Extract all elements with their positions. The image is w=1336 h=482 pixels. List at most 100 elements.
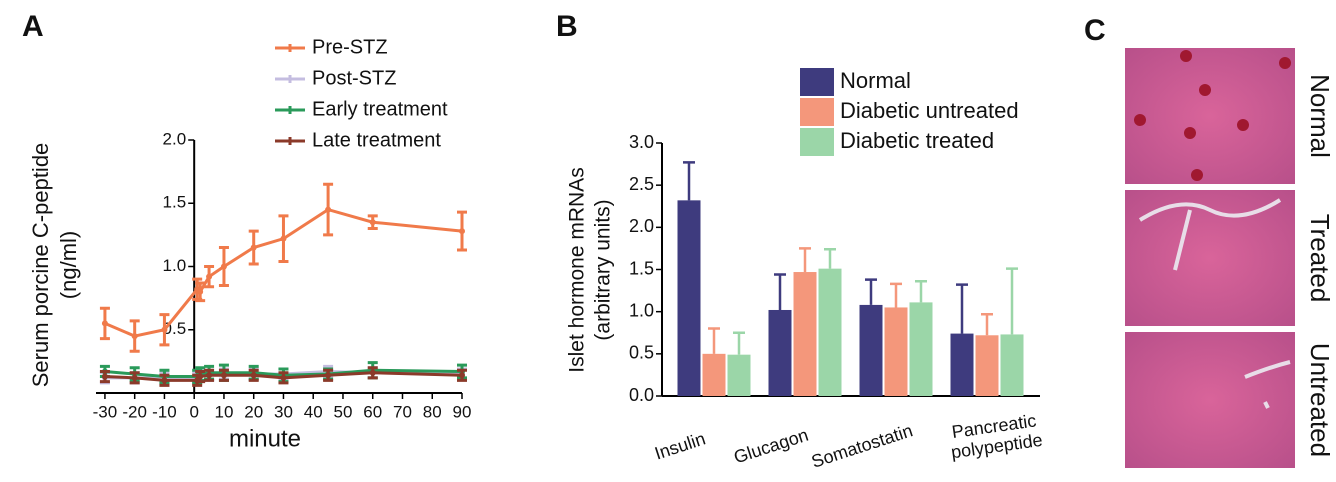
point [325,372,332,379]
error-bar [865,278,877,305]
histology-image [1125,48,1295,184]
y-tick-label: 1.0 [163,256,187,275]
error-bar [1006,267,1018,335]
islet [1134,114,1146,126]
y-axis-label: (arbitrary units) [592,199,615,340]
error-bar [683,161,695,201]
legend-label: Diabetic untreated [840,98,1019,123]
legend-label: Pre-STZ [312,36,388,58]
x-tick-label: 70 [393,402,412,421]
panel-label: C [1084,14,1106,47]
x-tick-label: -30 [93,402,118,421]
legend-label: Post-STZ [312,67,396,89]
legend-swatch [800,128,834,156]
point [220,263,227,270]
y-tick-label: 2.5 [629,174,654,194]
point [206,372,213,379]
y-axis-label: Serum porcine C-peptide [28,143,53,388]
error-bar [981,312,993,336]
bar [950,333,974,396]
bar [975,335,999,396]
series-line [104,371,463,382]
vessel [1138,198,1282,271]
panel-label: A [22,10,44,43]
point [459,228,465,235]
y-tick-label: 3.0 [629,132,654,152]
y-axis-label: (ng/ml) [56,231,81,299]
legend-swatch [800,98,834,126]
x-tick-label: 60 [363,402,382,421]
islet [1279,57,1291,69]
x-tick-label: 0 [189,402,198,421]
point [161,377,168,384]
y-tick-label: 1.5 [629,258,654,278]
legend-swatch [800,68,834,96]
x-tick-label: 40 [304,402,323,421]
error-bar [799,247,811,273]
islet [1180,50,1192,62]
y-tick-label: 2.0 [629,216,654,236]
point [250,244,257,251]
point [161,326,168,333]
point [131,374,138,381]
error-bar [774,273,786,310]
islet [1199,84,1211,96]
islet [1184,127,1196,139]
islet [1237,119,1249,131]
point [197,373,204,380]
x-tick-label: -10 [152,402,177,421]
bar [677,200,701,396]
point [369,369,376,376]
legend-label: Normal [840,68,911,93]
point [280,374,287,381]
y-tick-label: 1.5 [163,193,187,212]
bar [909,302,933,396]
x-tick-label: 20 [244,402,263,421]
point [101,320,108,327]
y-axis-label: Islet hormone mRNAs [566,167,589,372]
point [250,372,257,379]
series-line [104,207,463,338]
bar [884,307,908,396]
y-tick-label: 0.0 [629,385,654,405]
x-tick-label: 10 [214,402,233,421]
bar [859,304,883,396]
bar [727,354,751,396]
point [101,373,108,380]
error-bar [824,248,836,269]
point [206,273,213,280]
point [325,206,332,213]
islet [1191,169,1203,181]
error-bar [956,283,968,334]
bar [793,272,817,396]
legend-label: Early treatment [312,98,448,120]
bar [702,353,726,396]
vessel [1244,360,1291,409]
error-bar [915,280,927,303]
legend-label: Late treatment [312,129,441,151]
image-label: Treated [1305,214,1335,303]
x-axis-label: minute [229,425,301,452]
error-bar [708,327,720,354]
x-tick-label: 30 [274,402,293,421]
point [131,333,138,340]
x-tick-label: -20 [122,402,147,421]
legend-label: Diabetic treated [840,128,994,153]
point [369,219,376,226]
bar [768,309,792,396]
x-tick-label: 80 [423,402,442,421]
x-tick-label: 50 [334,402,353,421]
y-tick-label: 1.0 [629,300,654,320]
image-label: Untreated [1305,343,1335,457]
y-tick-label: 2.0 [163,129,187,148]
bar [1000,334,1024,396]
bar [818,268,842,396]
y-tick-label: 0.5 [629,343,654,363]
point [459,372,465,379]
error-bar [733,331,745,355]
histology-image [1125,332,1295,468]
error-bar [890,282,902,308]
point [197,288,204,295]
